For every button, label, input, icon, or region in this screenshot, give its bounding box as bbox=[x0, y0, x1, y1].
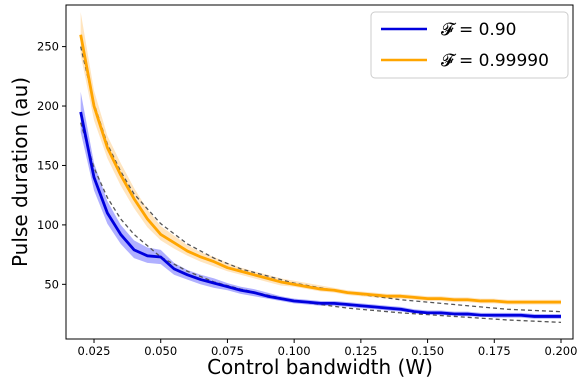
x-tick-label: 0.200 bbox=[545, 344, 578, 358]
y-axis-title: Pulse duration (au) bbox=[8, 77, 32, 267]
fit-curve-f099990 bbox=[80, 46, 562, 313]
x-tick-label: 0.125 bbox=[344, 344, 377, 358]
y-axis-ticks: 50 100 150 200 250 bbox=[37, 40, 66, 291]
fit-curves bbox=[80, 46, 562, 324]
x-tick-label: 0.150 bbox=[411, 344, 444, 358]
legend-label-f099990: 𝓕 = 0.99990 bbox=[441, 51, 549, 71]
y-tick-label: 100 bbox=[37, 218, 59, 232]
x-tick-label: 0.100 bbox=[278, 344, 311, 358]
series-line-f099990 bbox=[79, 34, 561, 304]
y-tick-label: 250 bbox=[37, 40, 59, 54]
x-tick-label: 0.025 bbox=[78, 344, 111, 358]
legend-label-f090: 𝓕 = 0.90 bbox=[441, 20, 516, 40]
x-axis-title: Control bandwidth (W) bbox=[207, 355, 433, 379]
x-tick-label: 0.175 bbox=[478, 344, 511, 358]
y-tick-label: 200 bbox=[37, 99, 59, 113]
plot-frame bbox=[65, 4, 574, 340]
confidence-band-f090 bbox=[80, 91, 561, 319]
y-tick-label: 150 bbox=[37, 158, 59, 172]
y-tick-label: 50 bbox=[44, 277, 59, 291]
x-tick-label: 0.050 bbox=[144, 344, 177, 358]
series-line-f090 bbox=[79, 111, 561, 318]
x-axis-ticks: 0.025 0.050 0.075 0.100 0.125 0.150 0.175 0.200 bbox=[78, 339, 578, 358]
x-tick-label: 0.075 bbox=[211, 344, 244, 358]
legend: 𝓕 = 0.90 𝓕 = 0.99990 bbox=[370, 11, 569, 79]
series-lines bbox=[79, 34, 561, 318]
